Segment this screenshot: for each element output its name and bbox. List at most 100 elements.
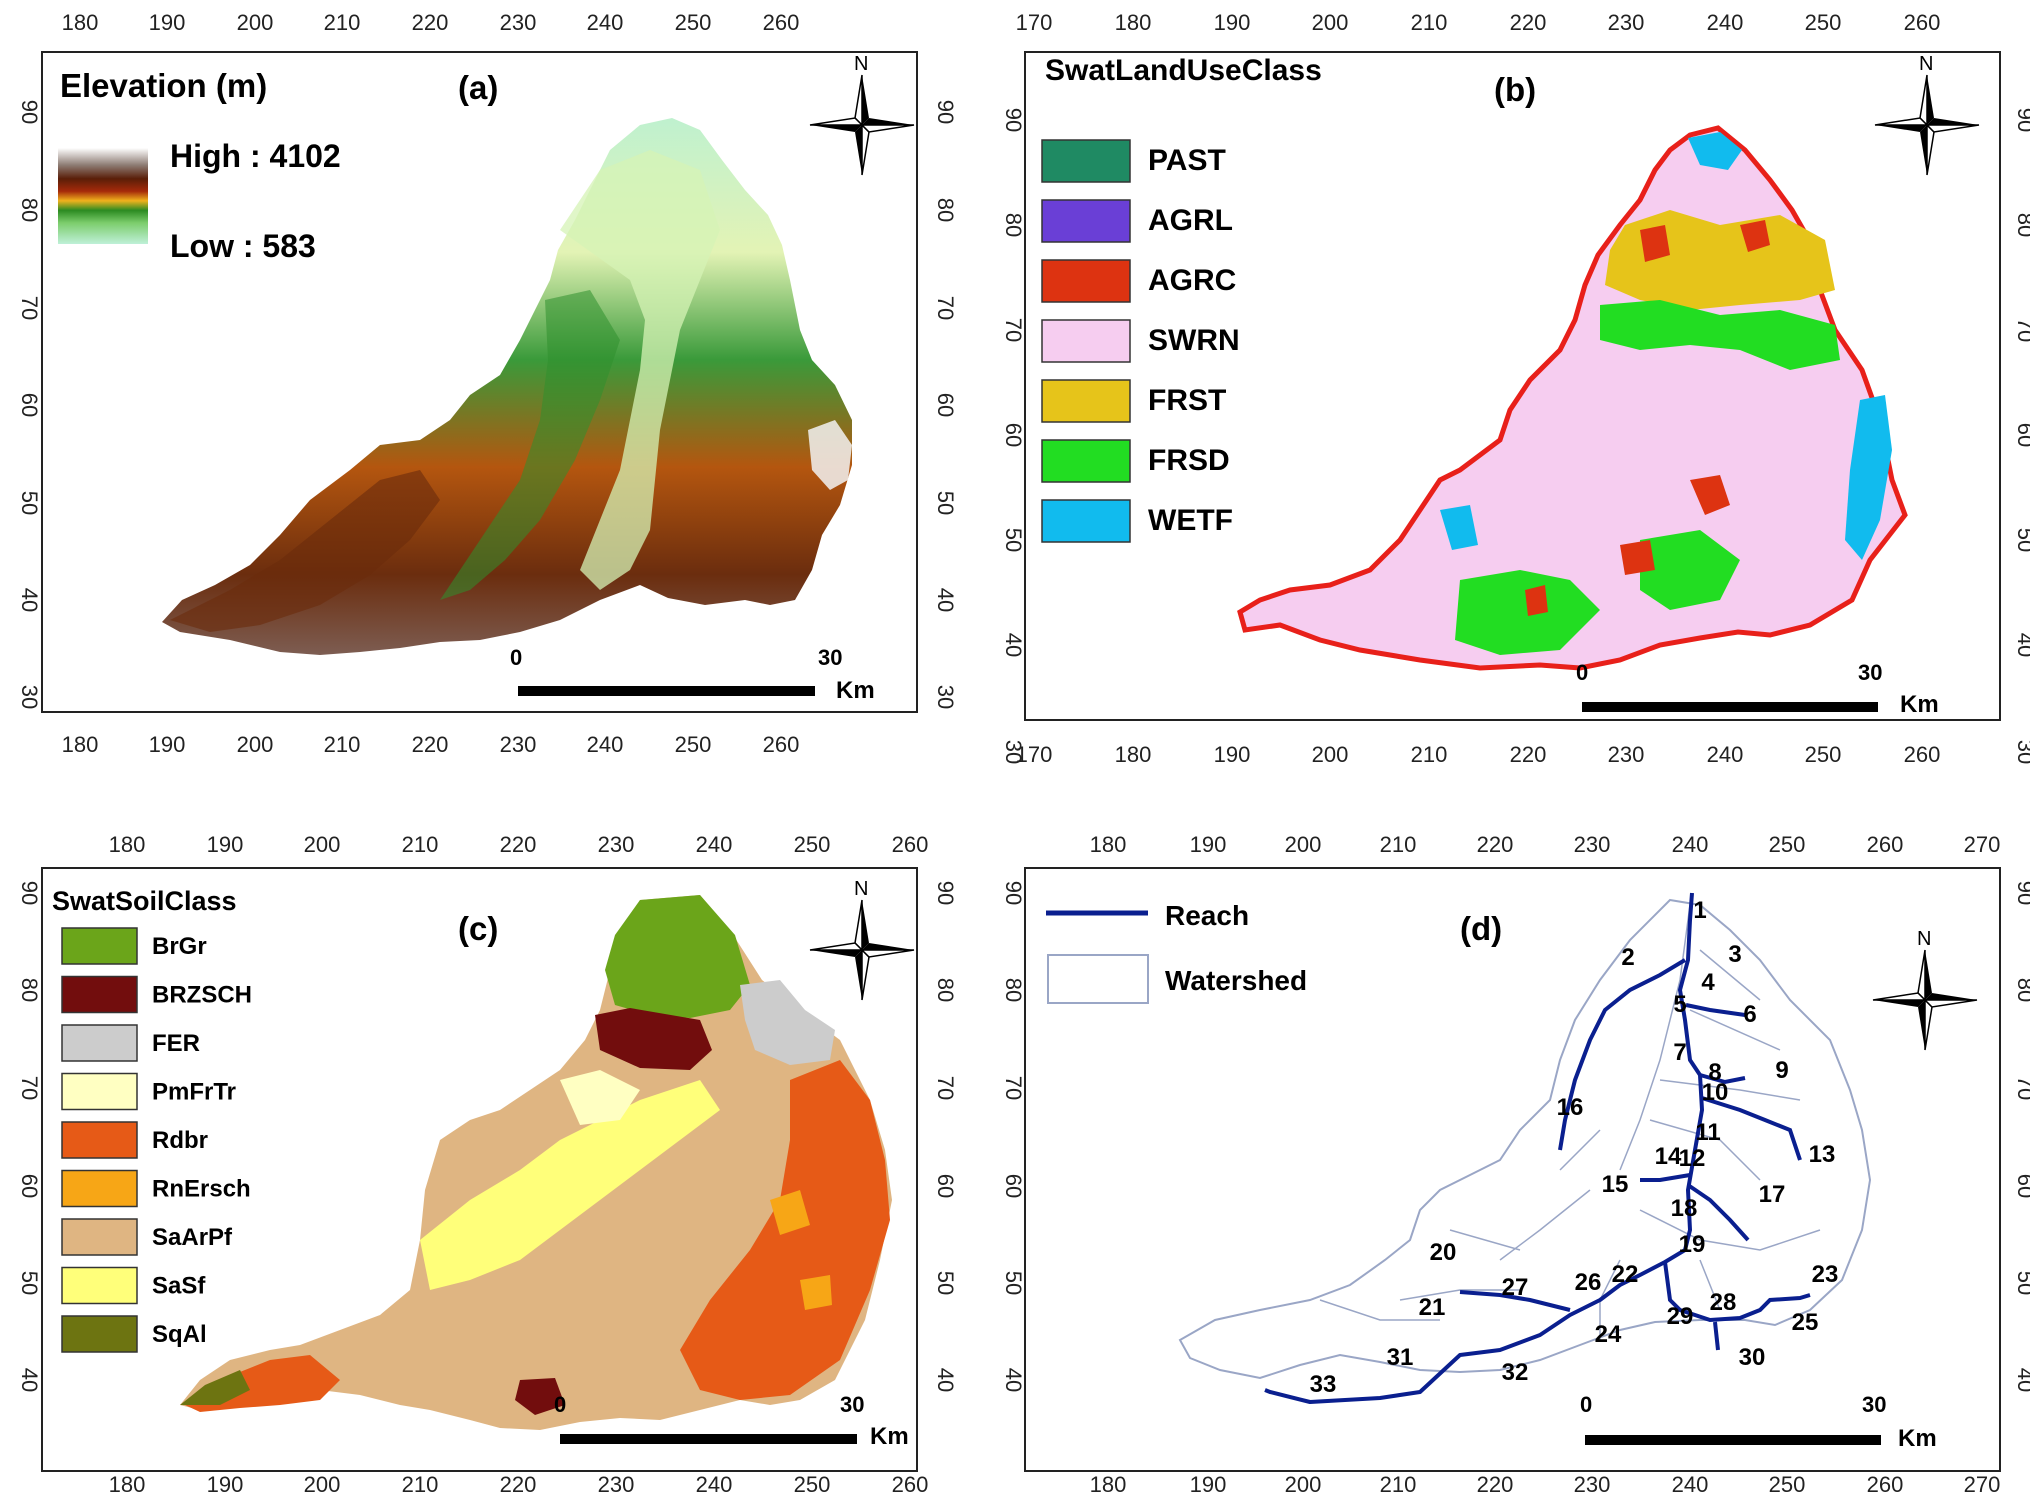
x-tick-label: 250 [794,832,831,857]
panel-d-x-ticks-top: 180 190 200 210 220 230 240 250 260 270 [1090,832,2001,857]
reach-line [1264,892,1704,1404]
y-tick-label: 80 [17,978,42,1002]
y-tick-label: 90 [2013,881,2030,905]
x-tick-label: 230 [500,10,537,35]
x-tick-label: 220 [1510,10,1547,35]
y-tick-label: 70 [1001,1076,1026,1100]
elevation-color-ramp [58,148,148,244]
landuse-legend-swatch [1041,259,1131,303]
y-tick-label: 80 [1001,978,1026,1002]
landuse-legend-label: WETF [1148,504,1233,537]
x-tick-label: 240 [1707,742,1744,767]
y-tick-label: 40 [933,1368,958,1392]
landuse-deciduous-band [1600,300,1840,370]
north-label-a: N [854,53,868,75]
soil-legend-label: SqAl [152,1321,207,1348]
y-tick-label: 30 [933,685,958,709]
x-tick-label: 190 [1190,832,1227,857]
soil-legend-swatch [61,1024,138,1062]
subbasin-number: 7 [1673,1039,1686,1066]
x-tick-label: 220 [500,1472,537,1497]
subbasin-number: 25 [1792,1309,1819,1336]
x-tick-label: 230 [1608,742,1645,767]
subbasin-number: 13 [1809,1141,1836,1168]
x-tick-label: 180 [1115,10,1152,35]
landuse-legend-title: SwatLandUseClass [1045,54,1322,87]
y-tick-label: 90 [1001,881,1026,905]
subbasin-number: 21 [1419,1294,1446,1321]
x-tick-label: 210 [1411,742,1448,767]
soil-legend-swatch [61,975,138,1014]
subbasin-number: 15 [1602,1171,1629,1198]
y-tick-label: 80 [2013,978,2030,1002]
x-tick-label: 260 [1904,742,1941,767]
panel-b-x-ticks-bottom: 170 180 190 200 210 220 230 240 250 260 [1016,742,1941,767]
soil-legend-swatch [61,1072,138,1111]
panel-c-y-ticks-left: 90 80 70 60 50 40 [17,881,42,1392]
y-tick-label: 40 [2013,633,2030,657]
landuse-legend-swatch [1041,379,1131,423]
y-tick-label: 80 [2013,213,2030,237]
y-tick-label: 50 [17,491,42,515]
y-tick-label: 80 [17,198,42,222]
y-tick-label: 90 [17,881,42,905]
panel-b-letter: (b) [1494,71,1536,108]
y-tick-label: 60 [2013,423,2030,447]
y-tick-label: 80 [933,978,958,1002]
scale-end-c: 30 [840,1392,864,1417]
x-tick-label: 200 [304,1472,341,1497]
subbasin-number: 32 [1502,1359,1529,1386]
x-tick-label: 210 [1411,10,1448,35]
panel-c-soil: 180 190 200 210 220 230 240 250 260 180 190 200 210… [17,832,958,1497]
landuse-legend-label: PAST [1148,144,1226,177]
watershed-legend-label: Watershed [1165,965,1307,996]
soil-legend-swatch [61,1266,138,1305]
scale-unit-a: Km [836,677,875,704]
subbasin-number: 14 [1655,1143,1682,1170]
panel-a-elevation: 180 190 200 210 220 230 240 250 260 180 190 200 210… [17,10,958,757]
x-tick-label: 180 [62,10,99,35]
north-arrow-a: N [809,53,915,176]
landuse-legend-swatch [1041,439,1131,483]
y-tick-label: 70 [1001,318,1026,342]
subbasin-number: 5 [1673,991,1686,1018]
subbasin-number: 1 [1693,897,1706,924]
landuse-agric-south [1525,475,1730,616]
soil-legend-label: BRZSCH [152,981,252,1008]
reach-tributary-west [1558,958,1687,1151]
x-tick-label: 190 [207,1472,244,1497]
x-tick-label: 200 [304,832,341,857]
subbasin-number: 16 [1557,1094,1584,1121]
y-tick-label: 30 [2013,740,2030,764]
scale-end-b: 30 [1858,660,1882,685]
y-tick-label: 50 [2013,1271,2030,1295]
x-tick-label: 230 [1574,1472,1611,1497]
y-tick-label: 30 [1001,740,1026,764]
landuse-legend-label: AGRC [1148,264,1236,297]
y-tick-label: 50 [1001,1271,1026,1295]
x-tick-label: 190 [1214,742,1251,767]
north-label-d: N [1917,928,1931,950]
panel-a-x-ticks-bottom: 180 190 200 210 220 230 240 250 260 [62,732,800,757]
subbasin-number: 20 [1430,1239,1457,1266]
x-tick-label: 230 [1574,832,1611,857]
y-tick-label: 60 [17,1174,42,1198]
subbasin-number: 24 [1595,1321,1622,1348]
panel-b-y-ticks-left: 90 80 70 60 50 40 30 [1001,108,1026,764]
panel-a-letter: (a) [458,69,498,106]
elevation-high-label: High : 4102 [170,138,341,174]
subbasin-number: 28 [1710,1289,1737,1316]
landuse-legend-label: AGRL [1148,204,1233,237]
x-tick-label: 240 [1672,832,1709,857]
x-tick-label: 230 [598,1472,635,1497]
y-tick-label: 40 [2013,1368,2030,1392]
reach-legend-label: Reach [1165,900,1249,931]
panel-b-landuse: 170 180 190 200 210 220 230 240 250 260 170 180 190… [1001,10,2030,767]
north-arrow-c: N [809,878,915,1001]
x-tick-label: 210 [1380,1472,1417,1497]
x-tick-label: 180 [1090,832,1127,857]
y-tick-label: 60 [2013,1174,2030,1198]
x-tick-label: 200 [237,10,274,35]
x-tick-label: 190 [149,732,186,757]
